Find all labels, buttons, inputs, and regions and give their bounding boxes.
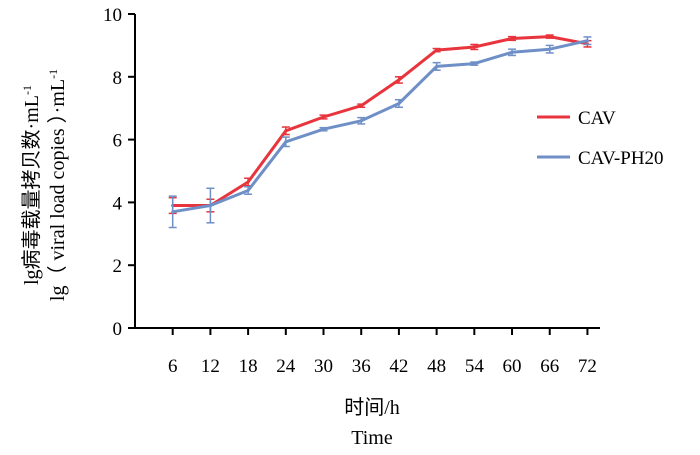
x-tick-label: 6 [168, 356, 178, 377]
y-tick-label: 10 [103, 5, 122, 26]
y-axis-title-line-2: lg（ viral load copies ）·mL-1 [46, 69, 69, 301]
x-tick-label: 18 [239, 356, 258, 377]
y-tick-label: 6 [113, 131, 123, 152]
data-point [397, 101, 401, 105]
data-point [435, 48, 439, 52]
series-1 [168, 34, 592, 215]
y-tick-label: 0 [113, 319, 123, 340]
x-tick-label: 66 [540, 356, 559, 377]
legend-label: CAV [578, 108, 616, 129]
series-line [172, 39, 588, 214]
y-axis-title: lg病毒载量拷贝数·mL-1 lg（ viral load copies ）·m… [20, 69, 69, 301]
legend-label: CAV-PH20 [578, 148, 664, 169]
x-tick-label: 42 [389, 356, 408, 377]
legend: CAV CAV-PH20 [537, 108, 664, 169]
data-point [284, 140, 288, 144]
data-point [208, 204, 212, 208]
x-tick-label: 24 [276, 356, 296, 377]
data-point [246, 180, 250, 184]
y-tick-label: 4 [113, 193, 123, 214]
data-point [548, 47, 552, 51]
x-tick-label: 54 [465, 356, 485, 377]
x-tick-label: 36 [352, 356, 371, 377]
data-point [585, 39, 589, 43]
series-layer [168, 34, 592, 229]
data-point [322, 115, 326, 119]
data-point [435, 64, 439, 68]
data-point [472, 45, 476, 49]
data-point [548, 35, 552, 39]
data-point [359, 119, 363, 123]
data-point [472, 62, 476, 66]
x-axis-title-line-2: Time [351, 427, 393, 449]
data-point [397, 78, 401, 82]
data-point [246, 188, 250, 192]
x-tick-label: 12 [201, 356, 220, 377]
x-tick-label: 72 [578, 356, 597, 377]
y-tick-label: 2 [113, 256, 123, 277]
data-point [322, 127, 326, 131]
y-axis-title-line-1: lg病毒载量拷贝数·mL-1 [20, 85, 43, 285]
x-tick-label: 48 [427, 356, 446, 377]
series-line [172, 35, 588, 207]
data-point [510, 36, 514, 40]
y-tick-label: 8 [113, 68, 123, 89]
x-axis-title-line-1: 时间/h [344, 396, 400, 419]
x-tick-label: 30 [314, 356, 333, 377]
series-2 [168, 36, 592, 229]
data-point [284, 129, 288, 133]
data-point [359, 104, 363, 108]
data-point [510, 50, 514, 54]
x-tick-label: 60 [503, 356, 522, 377]
data-point [171, 210, 175, 214]
